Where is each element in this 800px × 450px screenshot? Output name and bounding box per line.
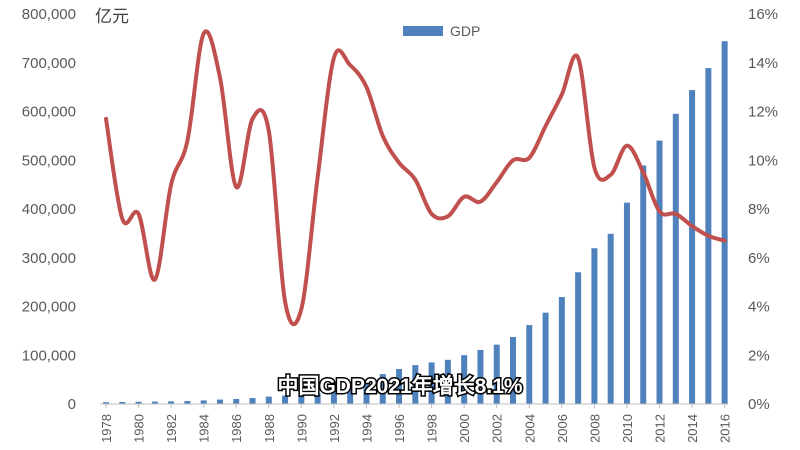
gdp-bar [477,349,484,404]
gdp-bar [200,400,207,404]
y-left-tick-label: 700,000 [22,55,76,72]
gdp-bar [249,398,256,404]
y-right-tick-label: 14% [748,55,778,72]
gdp-bar [493,344,500,404]
legend: GDP [403,23,480,39]
gdp-bar [282,395,289,404]
x-tick-label: 1994 [359,414,374,443]
x-tick-label: 1982 [164,414,179,443]
x-tick-label: 2010 [620,414,635,443]
y-left-tick-label: 300,000 [22,250,76,267]
gdp-bar [672,113,679,405]
x-axis: 1978 1980 1982 1984 1986 1988 1990 1992 1994 1996… [99,404,733,443]
gdp-bar [623,202,630,404]
gdp-bar [379,374,386,404]
y-right-tick-label: 12% [748,104,778,121]
gdp-bar [721,41,728,404]
gdp-bar [151,401,158,404]
y-left-tick-label: 400,000 [22,201,76,218]
gdp-bar [558,297,565,404]
y-left-tick-label: 0 [68,396,76,413]
x-tick-label: 2014 [685,414,700,443]
gdp-bar [444,359,451,404]
x-tick-label: 2006 [555,414,570,443]
y-axis-unit-label: 亿元 [95,7,129,26]
y-left-tick-label: 200,000 [22,299,76,316]
gdp-bar [461,355,468,404]
y-left-tick-label: 100,000 [22,347,76,364]
gdp-bar [526,325,533,404]
gdp-bar [363,380,370,404]
y-axis-left: 0 100,000 200,000 300,000 400,000 500,000 600,… [22,6,76,413]
growth-rate-line [104,29,727,327]
legend-label-gdp: GDP [450,23,480,39]
x-tick-label: 2004 [522,414,537,443]
y-axis-right: 0% 2% 4% 6% 8% 10% 12% 14% 16% [748,6,778,413]
gdp-bar [412,365,419,404]
gdp-bars [103,41,728,405]
y-right-tick-label: 8% [748,201,770,218]
y-right-tick-label: 6% [748,250,770,267]
y-right-tick-label: 4% [748,299,770,316]
x-tick-label: 1992 [327,414,342,443]
gdp-bar [265,396,272,404]
x-tick-label: 1984 [197,414,212,443]
gdp-bar [135,401,142,404]
legend-swatch-gdp [403,26,443,36]
x-tick-label: 2016 [718,414,733,443]
gdp-bar [233,398,240,404]
gdp-bar [607,233,614,404]
x-tick-label: 1996 [392,414,407,443]
gdp-bar [184,401,191,404]
y-right-tick-label: 0% [748,396,770,413]
y-right-tick-label: 10% [748,152,778,169]
x-tick-label: 2008 [587,414,602,443]
x-tick-label: 2002 [490,414,505,443]
x-tick-label: 2012 [653,414,668,443]
gdp-bar [314,393,321,404]
gdp-bar [689,90,696,404]
gdp-bar [656,140,663,404]
y-left-tick-label: 800,000 [22,6,76,23]
x-tick-label: 1978 [99,414,114,443]
x-tick-label: 1980 [132,414,147,443]
gdp-bar [510,337,516,404]
gdp-bar [428,362,435,404]
y-right-tick-label: 2% [748,347,770,364]
gdp-bar [119,402,126,404]
gdp-bar [542,312,549,404]
gdp-bar [298,394,305,404]
y-left-tick-label: 600,000 [22,104,76,121]
x-tick-label: 1990 [294,414,309,443]
gdp-bar [216,399,223,404]
gdp-bar [591,248,598,404]
gdp-bar [396,368,403,404]
video-caption: 中国GDP2021年增长8.1% [277,374,522,398]
gdp-bar [575,272,582,404]
y-left-tick-label: 500,000 [22,152,76,169]
gdp-bar [640,165,647,404]
gdp-bar [347,386,354,404]
y-right-tick-label: 16% [748,6,778,23]
x-tick-label: 1998 [425,414,440,443]
gdp-bar [168,401,175,404]
x-tick-label: 1988 [262,414,277,443]
gdp-bar [330,390,337,404]
x-tick-label: 2000 [457,414,472,443]
x-tick-label: 1986 [229,414,244,443]
gdp-bar [103,402,109,404]
